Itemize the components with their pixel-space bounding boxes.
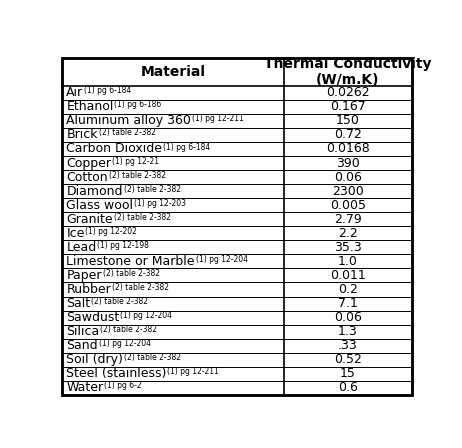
Text: (2) table 2-382: (2) table 2-382 xyxy=(98,129,156,138)
Text: (1) pg 12-211: (1) pg 12-211 xyxy=(167,367,219,376)
Text: Material: Material xyxy=(140,65,205,79)
Text: (2) table 2-382: (2) table 2-382 xyxy=(114,213,170,222)
Text: 0.06: 0.06 xyxy=(334,171,362,184)
Text: (1) pg 6-184: (1) pg 6-184 xyxy=(84,86,131,95)
Text: 0.2: 0.2 xyxy=(338,283,358,296)
Text: 15: 15 xyxy=(340,367,356,380)
Text: Carbon Dioxide: Carbon Dioxide xyxy=(66,142,162,155)
Text: 0.0262: 0.0262 xyxy=(326,86,370,99)
Text: 35.3: 35.3 xyxy=(334,241,362,254)
Text: (2) table 2-382: (2) table 2-382 xyxy=(124,353,181,362)
Text: (2) table 2-382: (2) table 2-382 xyxy=(100,325,157,334)
Text: .33: .33 xyxy=(338,339,358,352)
Text: 390: 390 xyxy=(336,156,360,169)
Text: Aluminum alloy 360: Aluminum alloy 360 xyxy=(66,114,191,127)
Text: (2) table 2-382: (2) table 2-382 xyxy=(91,297,148,306)
Text: 1.0: 1.0 xyxy=(338,255,358,268)
Text: Sand: Sand xyxy=(66,339,98,352)
Text: (1) pg 12-204: (1) pg 12-204 xyxy=(120,311,172,320)
Text: 7.1: 7.1 xyxy=(338,297,358,310)
Text: 0.06: 0.06 xyxy=(334,311,362,324)
Text: (1) pg 12-21: (1) pg 12-21 xyxy=(112,156,159,166)
Text: (2) table 2-382: (2) table 2-382 xyxy=(112,283,169,292)
Text: Salt: Salt xyxy=(66,297,91,310)
Text: (1) pg 12-203: (1) pg 12-203 xyxy=(134,199,186,208)
Text: Thermal Conductivity
(W/m.K): Thermal Conductivity (W/m.K) xyxy=(264,56,432,87)
Text: 0.72: 0.72 xyxy=(334,129,362,142)
Text: 150: 150 xyxy=(336,114,360,127)
Text: (1) pg 12-204: (1) pg 12-204 xyxy=(195,255,248,264)
Text: 2.2: 2.2 xyxy=(338,227,358,240)
Text: (1) pg 12-198: (1) pg 12-198 xyxy=(97,241,149,250)
Text: (1) pg 12-211: (1) pg 12-211 xyxy=(192,114,243,123)
Text: 0.005: 0.005 xyxy=(330,198,366,211)
Text: Ice: Ice xyxy=(66,227,85,240)
Text: (2) table 2-382: (2) table 2-382 xyxy=(109,171,166,180)
Text: (2) table 2-382: (2) table 2-382 xyxy=(103,269,159,278)
Text: Sawdust: Sawdust xyxy=(66,311,120,324)
Text: 0.167: 0.167 xyxy=(330,100,366,113)
Text: (1) pg 6-184: (1) pg 6-184 xyxy=(163,142,210,151)
Text: 0.0168: 0.0168 xyxy=(326,142,370,155)
Text: Air: Air xyxy=(66,86,84,99)
Text: 0.52: 0.52 xyxy=(334,353,362,366)
Text: Steel (stainless): Steel (stainless) xyxy=(66,367,167,380)
Text: Granite: Granite xyxy=(66,213,113,226)
Text: Soil (dry): Soil (dry) xyxy=(66,353,123,366)
Text: Ethanol: Ethanol xyxy=(66,100,114,113)
Text: Copper: Copper xyxy=(66,156,111,169)
Text: Water: Water xyxy=(66,381,103,394)
Text: (1) pg 12-204: (1) pg 12-204 xyxy=(99,339,151,348)
Text: Silica: Silica xyxy=(66,325,99,338)
Text: 0.6: 0.6 xyxy=(338,381,358,394)
Text: Glass wool: Glass wool xyxy=(66,198,133,211)
Text: Cotton: Cotton xyxy=(66,171,108,184)
Text: (2) table 2-382: (2) table 2-382 xyxy=(123,185,181,194)
Text: Limestone or Marble: Limestone or Marble xyxy=(66,255,195,268)
Text: Rubber: Rubber xyxy=(66,283,111,296)
Text: (1) pg 12-202: (1) pg 12-202 xyxy=(85,227,137,236)
Text: Lead: Lead xyxy=(66,241,97,254)
Text: Paper: Paper xyxy=(66,269,102,282)
Text: 0.011: 0.011 xyxy=(330,269,366,282)
Text: 2.79: 2.79 xyxy=(334,213,362,226)
Text: 1.3: 1.3 xyxy=(338,325,358,338)
Text: Diamond: Diamond xyxy=(66,185,123,198)
Text: (1) pg 6-186: (1) pg 6-186 xyxy=(115,100,162,109)
Text: Brick: Brick xyxy=(66,129,98,142)
Text: (1) pg 6-2: (1) pg 6-2 xyxy=(104,381,142,390)
Text: 2300: 2300 xyxy=(332,185,364,198)
